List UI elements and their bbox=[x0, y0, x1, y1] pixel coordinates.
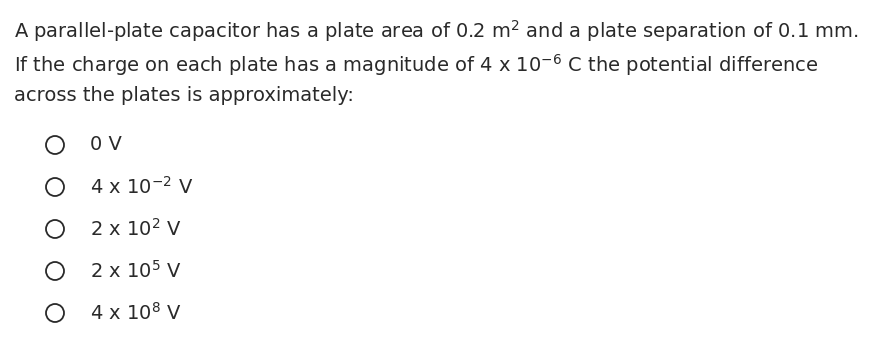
Text: 2 x 10$^{2}$ V: 2 x 10$^{2}$ V bbox=[90, 218, 181, 240]
Text: across the plates is approximately:: across the plates is approximately: bbox=[14, 86, 353, 105]
Text: 4 x 10$^{-2}$ V: 4 x 10$^{-2}$ V bbox=[90, 176, 193, 198]
Text: 2 x 10$^{5}$ V: 2 x 10$^{5}$ V bbox=[90, 260, 181, 282]
Text: 4 x 10$^{8}$ V: 4 x 10$^{8}$ V bbox=[90, 302, 181, 324]
Text: If the charge on each plate has a magnitude of 4 x 10$^{-6}$ C the potential dif: If the charge on each plate has a magnit… bbox=[14, 52, 817, 78]
Text: 0 V: 0 V bbox=[90, 136, 122, 154]
Text: A parallel-plate capacitor has a plate area of 0.2 m$^2$ and a plate separation : A parallel-plate capacitor has a plate a… bbox=[14, 18, 858, 44]
